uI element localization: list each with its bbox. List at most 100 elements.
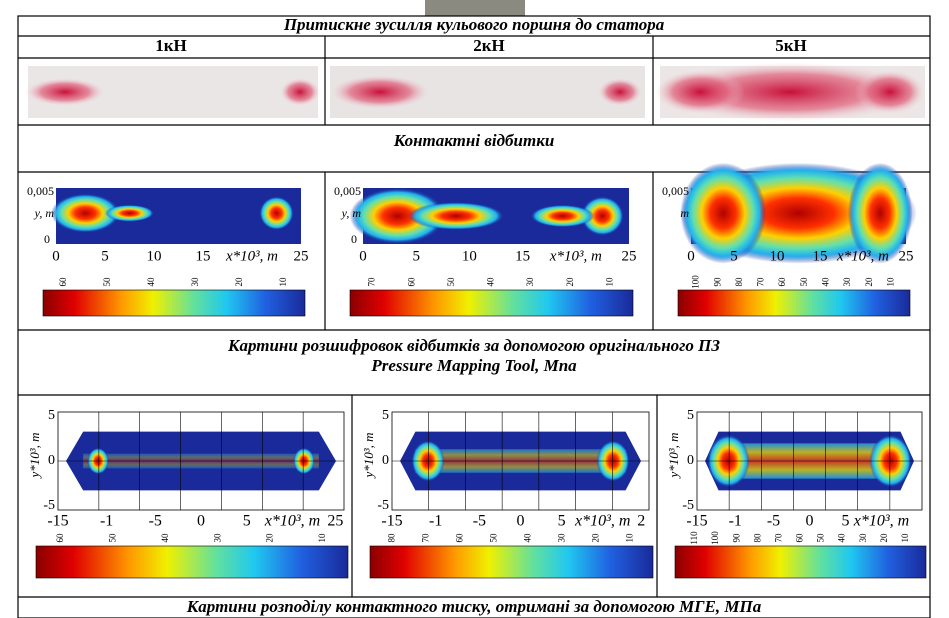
x-tick-label: -1	[729, 513, 742, 530]
x-tick-label: -1	[429, 513, 442, 530]
heatmap-blob	[531, 205, 595, 227]
y-axis-label: y*10³, m	[361, 432, 376, 479]
colorbar-tick-label: 60	[58, 277, 68, 287]
colorbar-tick-label: 10	[886, 277, 896, 287]
x-tick-label: 0	[806, 513, 814, 530]
y-tick-label: -5	[43, 498, 55, 513]
colorbar-tick-label: 40	[486, 277, 496, 287]
caption: Картини розшифровок відбитків за допомог…	[227, 336, 720, 355]
y-tick-label: 5	[48, 408, 55, 423]
x-tick-label: 0	[359, 248, 367, 264]
colorbar-tick-label: 10	[900, 533, 910, 543]
heatmap-blob	[259, 196, 293, 230]
colorbar-tick-label: 10	[278, 277, 288, 287]
y-axis-label: m	[680, 206, 689, 220]
colorbar	[675, 546, 926, 578]
colorbar-tick-label: 60	[777, 277, 787, 287]
colorbar-tick-label: 40	[837, 533, 847, 543]
y-tick-label: -5	[682, 498, 694, 513]
colorbar-tick-label: 90	[731, 533, 741, 543]
x-tick-label: 25	[622, 248, 637, 264]
x-tick-label: 0	[687, 248, 695, 264]
colorbar-tick-label: 80	[752, 533, 762, 543]
x-tick-label: 10	[147, 248, 162, 264]
y-axis-label: y*10³, m	[666, 432, 681, 479]
colorbar-tick-label: 10	[317, 533, 327, 543]
colorbar-tick-label: 70	[367, 277, 377, 287]
x-axis-label: x*10³, m	[574, 513, 630, 530]
caption: Картини розподілу контактного тиску, отр…	[186, 597, 762, 616]
x-tick-label: 0	[517, 513, 525, 530]
y-axis-label: y, m	[341, 206, 362, 220]
x-tick-label: 2	[637, 513, 645, 530]
colorbar	[350, 290, 633, 316]
colorbar-tick-label: 70	[773, 533, 783, 543]
x-tick-label: 15	[813, 248, 828, 264]
colorbar-tick-label: 50	[489, 533, 499, 543]
colorbar-tick-label: 80	[387, 533, 397, 543]
caption: Pressure Mapping Tool, Мпа	[370, 356, 577, 375]
colorbar-tick-label: 60	[795, 533, 805, 543]
y-axis-label: y*10³, m	[27, 432, 42, 479]
y-tick-label: 5	[687, 408, 694, 423]
colorbar-tick-label: 30	[842, 277, 852, 287]
colorbar-tick-label: 50	[107, 533, 117, 543]
colorbar-tick-label: 30	[212, 533, 222, 543]
colorbar-tick-label: 10	[604, 277, 614, 287]
x-tick-label: 5	[558, 513, 566, 530]
heatmap-blob	[105, 205, 154, 222]
colorbar-tick-label: 110	[689, 531, 699, 545]
column-label: 5кН	[775, 36, 807, 55]
x-tick-label: 25	[327, 513, 343, 530]
colorbar-tick-label: 70	[756, 277, 766, 287]
colorbar-tick-label: 20	[879, 533, 889, 543]
x-axis-label: x*10³, m	[836, 248, 889, 264]
y-tick-label: 0,005	[27, 184, 54, 198]
x-axis-label: x*10³, m	[225, 248, 278, 264]
x-tick-label: -1	[100, 513, 113, 530]
x-tick-label: 0	[52, 248, 60, 264]
x-tick-label: 10	[462, 248, 477, 264]
heatmap-blob	[408, 202, 504, 230]
page: Притискне зусилля кульового поршня до ст…	[0, 0, 949, 618]
colorbar-tick-label: 50	[799, 277, 809, 287]
x-tick-label: -15	[47, 513, 68, 530]
x-tick-label: 5	[243, 513, 251, 530]
x-tick-label: 5	[842, 513, 850, 530]
x-axis-label: x*10³, m	[264, 513, 320, 530]
x-tick-label: 5	[101, 248, 109, 264]
x-tick-label: -5	[149, 513, 162, 530]
colorbar-tick-label: 50	[446, 277, 456, 287]
imprints	[25, 62, 925, 122]
y-tick-label: 0,005	[334, 184, 361, 198]
x-tick-label: 25	[294, 248, 309, 264]
title: Притискне зусилля кульового поршня до ст…	[283, 15, 665, 34]
colorbar-tick-label: 40	[821, 277, 831, 287]
colorbar-tick-label: 60	[55, 533, 65, 543]
colorbar-tick-label: 100	[691, 275, 701, 289]
y-tick-label: 5	[382, 408, 389, 423]
column-label: 2кН	[473, 36, 505, 55]
x-tick-label: 15	[196, 248, 211, 264]
colorbar-tick-label: 30	[190, 277, 200, 287]
y-tick-label: 0	[48, 453, 55, 468]
y-tick-label: 0	[44, 232, 50, 246]
colorbar-tick-label: 50	[816, 533, 826, 543]
y-tick-label: 0,005	[662, 184, 689, 198]
x-axis-label: x*10³, m	[549, 248, 602, 264]
colorbar-tick-label: 30	[557, 533, 567, 543]
colorbar-tick-label: 20	[590, 533, 600, 543]
colorbar-tick-label: 50	[102, 277, 112, 287]
x-tick-label: 5	[412, 248, 420, 264]
x-tick-label: 25	[899, 248, 914, 264]
x-axis-label: x*10³, m	[853, 513, 909, 530]
colorbar-tick-label: 20	[265, 533, 275, 543]
colorbar-tick-label: 30	[858, 533, 868, 543]
y-axis-label: y, m	[34, 206, 55, 220]
colorbar-tick-label: 30	[525, 277, 535, 287]
column-label: 1кН	[155, 36, 187, 55]
x-tick-label: -5	[473, 513, 486, 530]
colorbar	[36, 546, 348, 578]
x-tick-label: -15	[381, 513, 402, 530]
y-tick-label: -5	[377, 498, 389, 513]
